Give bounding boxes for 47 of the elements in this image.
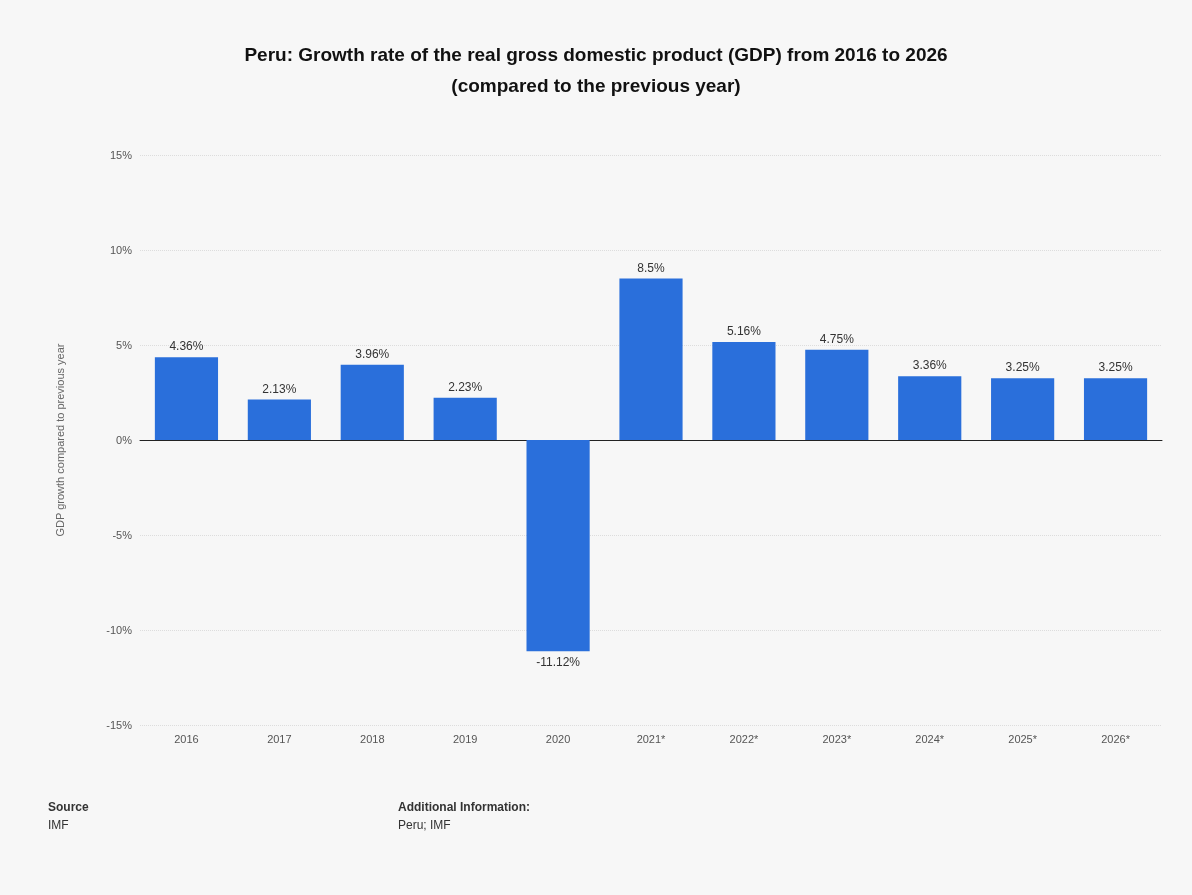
y-tick-label: -10%	[106, 624, 133, 636]
data-label: 8.5%	[637, 260, 665, 275]
y-tick-label: 10%	[109, 244, 133, 256]
text: IMF	[48, 818, 70, 832]
x-tick-label: 2018	[360, 732, 385, 745]
y-tick-label: 5%	[116, 339, 133, 351]
data-label: 5.16%	[726, 323, 762, 338]
x-tick-label: 2020	[545, 732, 571, 745]
bar	[991, 378, 1055, 440]
chart-subtitle: (compared to the previous year)	[451, 75, 741, 96]
bar	[805, 349, 869, 440]
y-tick-label: 0%	[116, 434, 133, 446]
chart-title: Peru: Growth rate of the real gross domestic product (GDP) from 2016 to 2026	[244, 44, 948, 65]
x-tick-label: 2024*	[915, 732, 945, 745]
data-label: 3.96%	[355, 346, 390, 361]
bar	[712, 341, 776, 440]
data-label: 2.23%	[448, 379, 483, 394]
y-axis-title: GDP growth compared to previous year	[53, 343, 66, 537]
x-tick-label: 2017	[267, 732, 292, 745]
data-label: 4.75%	[819, 331, 855, 346]
bar	[247, 399, 311, 440]
data-label: -11.12%	[536, 655, 581, 670]
data-label: 3.36%	[912, 358, 948, 373]
bar	[154, 357, 219, 440]
text: Source	[48, 800, 90, 814]
x-tick-label: 2016	[174, 732, 199, 745]
text: Peru; IMF	[398, 818, 452, 832]
y-tick-label: 15%	[109, 149, 133, 161]
data-label: 2.13%	[262, 381, 297, 396]
bar	[340, 364, 404, 440]
y-tick-label: -15%	[106, 719, 133, 731]
x-tick-label: 2025*	[1008, 732, 1038, 745]
x-tick-label: 2021*	[636, 732, 667, 745]
y-tick-label: -5%	[112, 529, 133, 541]
data-label: 3.25%	[1005, 360, 1040, 375]
x-tick-label: 2026*	[1101, 732, 1131, 745]
data-label: 3.25%	[1098, 360, 1133, 375]
bar	[1083, 378, 1148, 440]
bar	[526, 440, 590, 652]
text: Additional Information:	[398, 800, 531, 814]
bar	[619, 278, 683, 440]
data-label: 4.36%	[169, 339, 204, 354]
bar	[898, 376, 962, 440]
bar	[433, 397, 497, 440]
x-tick-label: 2019	[452, 732, 478, 745]
x-tick-label: 2023*	[822, 732, 852, 745]
x-tick-label: 2022*	[729, 732, 759, 745]
